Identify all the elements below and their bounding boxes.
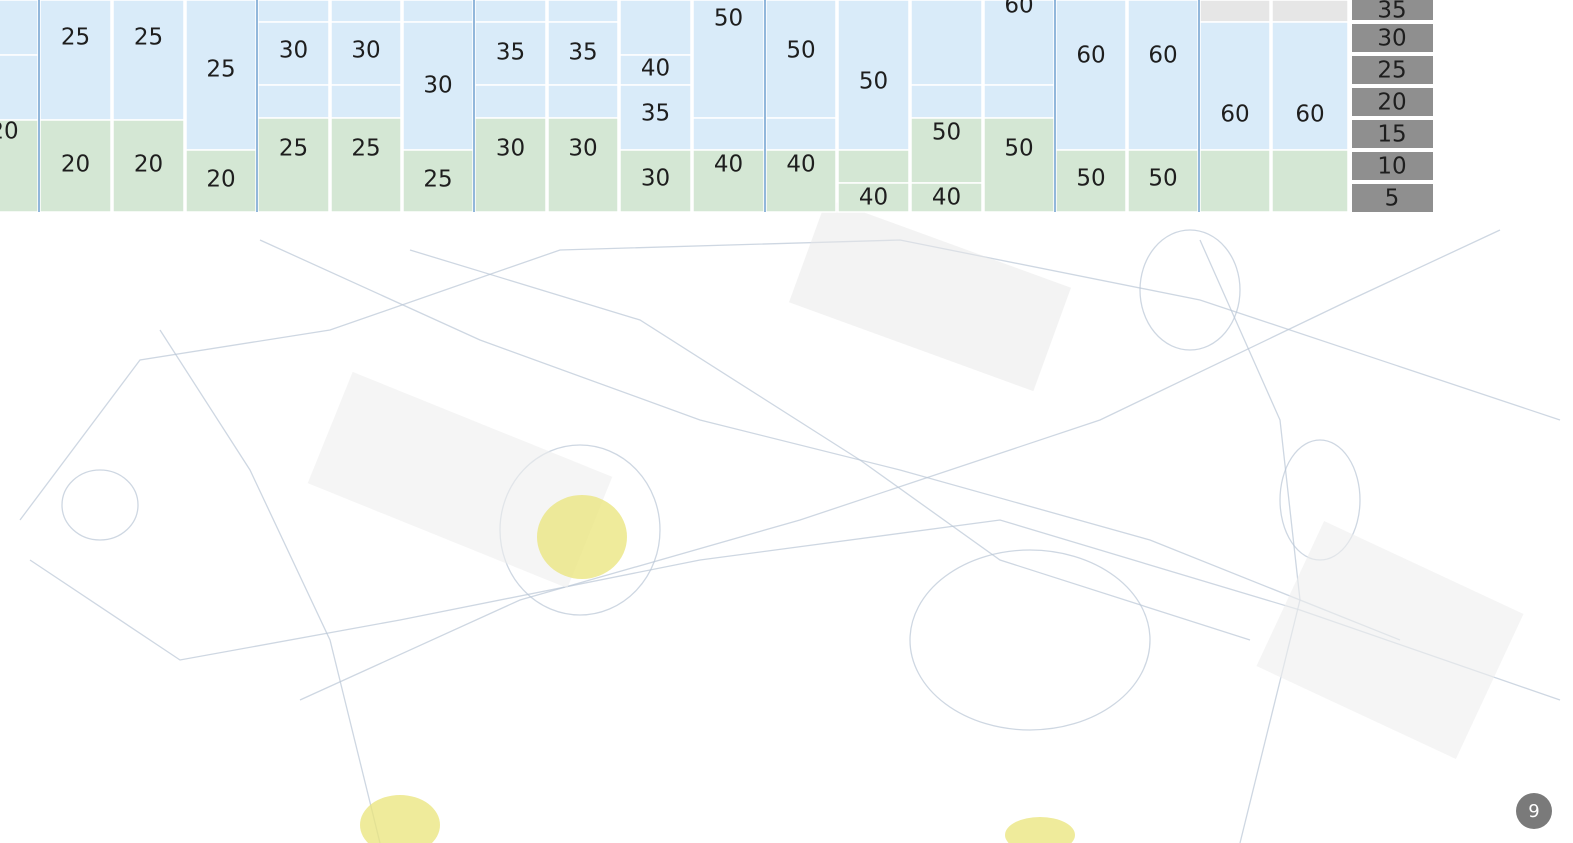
cell-value: 25 [279, 136, 308, 162]
table-cell [475, 0, 546, 22]
table-cell [548, 85, 618, 118]
table-cell [1200, 22, 1270, 150]
cell-value: 50 [859, 69, 888, 95]
scale-label: 5 [1385, 186, 1400, 212]
table-cell [620, 0, 691, 55]
table-cell [403, 0, 473, 22]
cell-value: 40 [859, 185, 888, 211]
cell-value: 35 [641, 101, 670, 127]
scale-label: 10 [1377, 154, 1406, 180]
table-cell [40, 0, 111, 120]
cell-value: 30 [641, 166, 670, 192]
page-canvas: 2025202520252030253025302535303530403530… [0, 0, 1573, 843]
table-cell [693, 118, 764, 150]
table-cell [331, 0, 401, 22]
cell-value: 30 [568, 136, 597, 162]
table-cell [1272, 22, 1348, 150]
cell-value: 25 [423, 167, 452, 193]
cell-value: 50 [932, 120, 961, 146]
cell-value: 20 [206, 167, 235, 193]
cell-value: 35 [496, 40, 525, 66]
page: Page 9 {"table": {"columns": [["20"], ["… [0, 0, 1573, 843]
cell-value: 60 [1148, 43, 1177, 69]
cell-value: 40 [786, 152, 815, 178]
table-cell [548, 0, 618, 22]
scale-label: 35 [1377, 0, 1406, 24]
table-cell [1272, 150, 1348, 212]
table-cell [475, 118, 546, 212]
table-cell [911, 0, 982, 85]
table-cell [984, 85, 1054, 118]
table-cell [766, 118, 836, 150]
cell-value: 50 [1148, 166, 1177, 192]
cell-value: 20 [134, 152, 163, 178]
cell-value: 25 [206, 57, 235, 83]
table-cell [1128, 0, 1198, 150]
table-cell [475, 85, 546, 118]
cell-value: 25 [134, 25, 163, 51]
cell-value: 40 [641, 56, 670, 82]
table-cell [1272, 0, 1348, 22]
cell-value: 60 [1220, 102, 1249, 128]
cell-value: 20 [0, 119, 19, 145]
table-cell [331, 85, 401, 118]
table-cell [984, 118, 1054, 212]
table-cell [258, 0, 329, 22]
body: 2025202520252030253025302535303530403530… [0, 0, 1573, 843]
scale-label: 30 [1377, 26, 1406, 52]
table-cell [258, 85, 329, 118]
table-cell [911, 85, 982, 118]
table-cell [1200, 0, 1270, 22]
cell-value: 60 [1295, 102, 1324, 128]
table-cell [113, 0, 184, 120]
table-cell [0, 0, 38, 55]
cell-value: 50 [1076, 166, 1105, 192]
cell-value: 60 [1076, 43, 1105, 69]
scale-label: 25 [1377, 58, 1406, 84]
cell-value: 20 [61, 152, 90, 178]
cell-value: 30 [423, 73, 452, 99]
cell-value: 60 [1004, 0, 1033, 19]
cell-value: 25 [61, 25, 90, 51]
table-cell [1200, 150, 1270, 212]
page-number: 9 [1528, 801, 1539, 822]
cell-value: 30 [279, 38, 308, 64]
table-cell [0, 55, 38, 120]
cell-value: 30 [496, 136, 525, 162]
table-cell [258, 118, 329, 212]
scale-label: 20 [1377, 90, 1406, 116]
cell-value: 30 [351, 38, 380, 64]
table-cell [548, 118, 618, 212]
cell-value: 40 [932, 185, 961, 211]
table-cell [838, 150, 909, 183]
cell-value: 50 [1004, 136, 1033, 162]
cell-value: 25 [351, 136, 380, 162]
table: 2025202520252030253025302535303530403530… [0, 0, 1433, 212]
cell-value: 35 [568, 40, 597, 66]
cell-value: 50 [786, 38, 815, 64]
table-cell [331, 118, 401, 212]
scale-label: 15 [1377, 122, 1406, 148]
cell-value: 50 [714, 6, 743, 32]
table-cell [1056, 0, 1126, 150]
cell-value: 40 [714, 152, 743, 178]
